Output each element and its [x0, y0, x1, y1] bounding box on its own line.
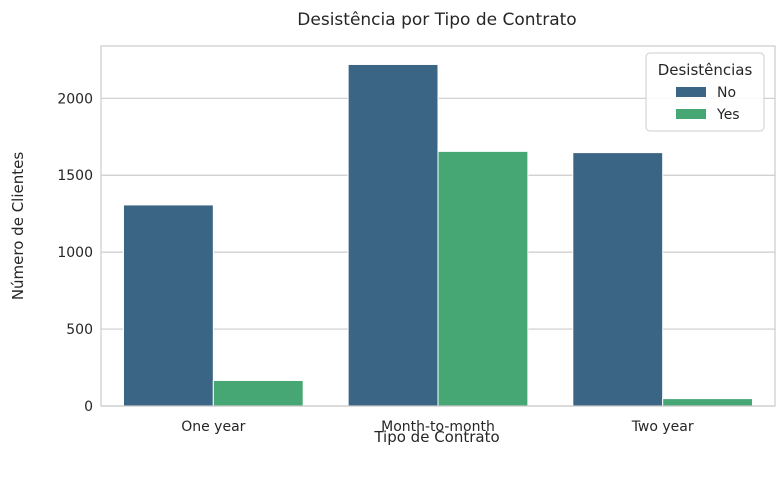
bar-yes-2	[662, 398, 754, 407]
x-axis-ticks: One year Month-to-month Two year	[181, 419, 694, 435]
legend-swatch-no	[676, 87, 706, 97]
y-axis-ticks: 0 500 1000 1500 2000	[57, 91, 93, 415]
x-tick-label: Month-to-month	[381, 419, 495, 435]
legend-title: Desistências	[658, 61, 753, 79]
bar-no-1	[347, 63, 439, 407]
legend: Desistências No Yes	[645, 52, 765, 132]
y-tick-label: 0	[84, 399, 93, 415]
y-tick-label: 1000	[57, 245, 93, 261]
bars	[122, 63, 754, 407]
y-axis-label: Número de Clientes	[9, 152, 27, 301]
bar-yes-0	[212, 379, 304, 407]
x-tick-label: One year	[181, 419, 245, 435]
legend-label-no: No	[717, 85, 736, 101]
bar-no-0	[122, 204, 214, 407]
legend-swatch-yes	[676, 109, 706, 119]
bar-yes-1	[437, 150, 529, 407]
legend-label-yes: Yes	[716, 107, 740, 123]
plot-frame	[100, 45, 776, 407]
x-axis-label: Tipo de Contrato	[373, 428, 499, 446]
bar-no-2	[572, 152, 664, 407]
y-tick-label: 2000	[57, 91, 93, 107]
y-tick-label: 500	[66, 322, 93, 338]
chart-title: Desistência por Tipo de Contrato	[297, 10, 576, 30]
y-tick-label: 1500	[57, 168, 93, 184]
x-tick-label: Two year	[631, 419, 694, 435]
